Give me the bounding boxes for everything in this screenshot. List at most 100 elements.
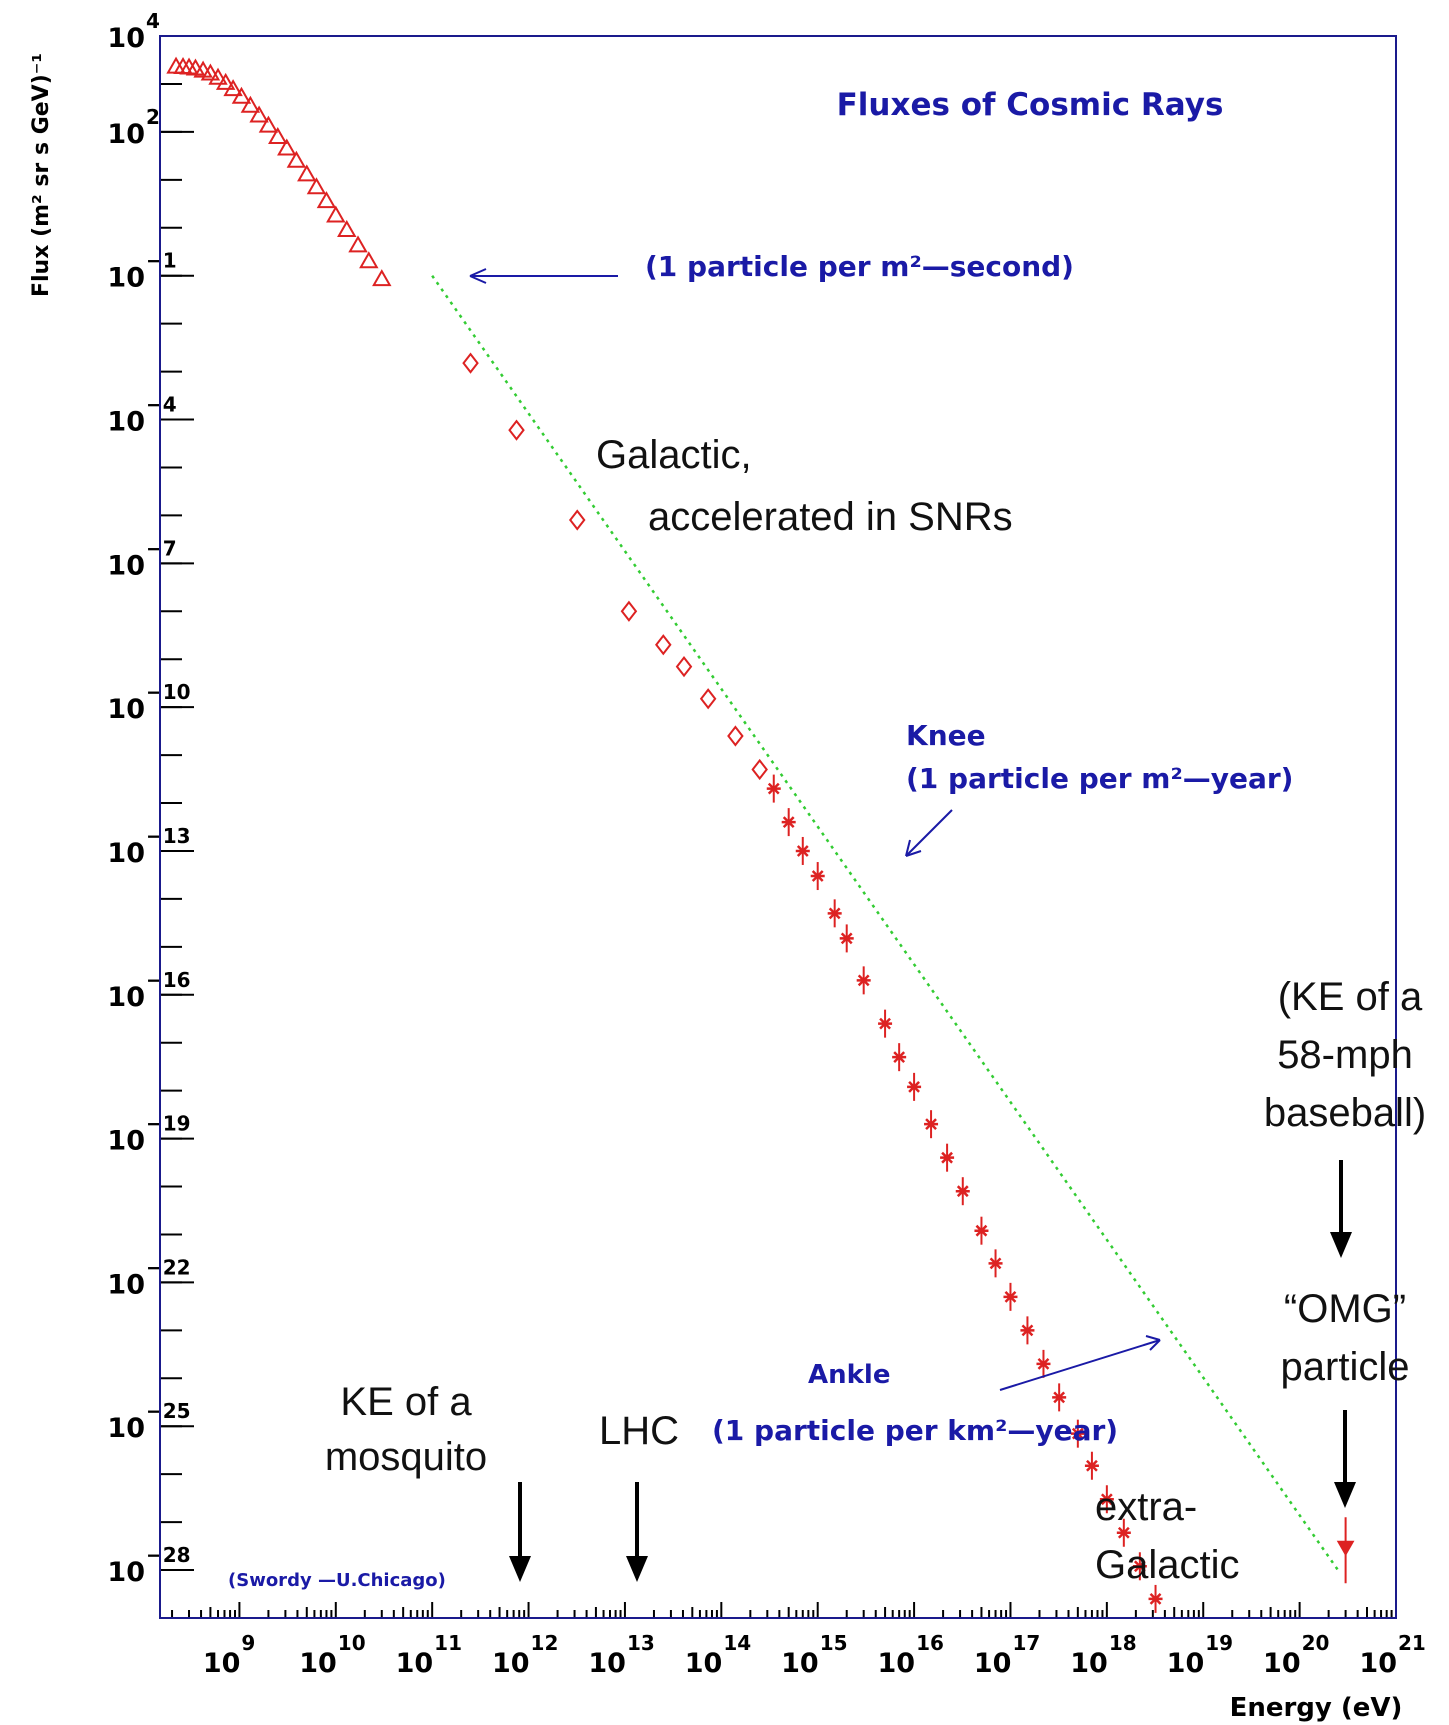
data-point-star [1036,1357,1051,1370]
data-point-triangle [326,205,346,223]
data-point-star [988,1257,1003,1270]
annotation-1-per-km2-year: (1 particle per km²—year) [712,1414,1118,1447]
y-tick-exponent: −7 [146,536,177,560]
data-point-triangle [215,72,236,90]
x-tick-exponent: 16 [916,1631,944,1655]
data-point-star [955,1185,970,1198]
arrow-down-icon [1330,1232,1352,1258]
arrow-down-icon [1334,1482,1356,1508]
y-tick-label: 10 [107,694,145,725]
x-tick-exponent: 15 [820,1631,848,1655]
annotation-58-mph: 58-mph [1277,1033,1413,1077]
y-tick-exponent: −10 [146,680,191,704]
y-tick-exponent: −4 [146,393,177,417]
data-point-triangle [316,191,337,209]
data-point-triangle [258,115,279,133]
data-point-star [1052,1391,1067,1404]
data-point-diamond [568,509,586,531]
y-tick-exponent: −16 [146,968,191,992]
data-point-star [1132,1560,1147,1573]
chart-title: Fluxes of Cosmic Rays [837,87,1224,123]
x-tick-label: 10 [878,1648,916,1679]
data-point-star [907,1080,922,1093]
annotation-particle: particle [1281,1345,1410,1389]
data-point-star [766,782,781,795]
data-point-star [827,907,842,920]
x-tick-exponent: 12 [531,1631,559,1655]
data-point-triangle [223,79,243,97]
data-point-triangle-filled [1336,1540,1355,1557]
data-point-triangle [372,269,392,287]
data-point-star [1148,1593,1163,1605]
y-tick-label: 10 [107,982,145,1013]
data-point-triangle [208,67,228,85]
annotation-galactic-2: Galactic [1095,1543,1240,1587]
annotation-ke-of-a-baseball: (KE of a [1278,975,1423,1019]
annotation-credit: (Swordy —U.Chicago) [228,1570,446,1591]
data-point-triangle [348,235,368,253]
annotation-baseball: baseball) [1264,1091,1426,1135]
arrow-head-icon [905,839,922,857]
x-axis-label: Energy (eV) [1230,1693,1403,1723]
arrow-head-icon [1145,1335,1161,1351]
data-point-star [1084,1459,1099,1472]
arrow-knee [905,809,953,857]
arrow-head-icon [469,268,487,284]
data-point-star [1070,1427,1085,1440]
x-tick-label: 10 [1167,1648,1205,1679]
x-tick-exponent: 11 [434,1631,462,1655]
data-point-star [795,845,810,857]
data-point-star [1020,1324,1035,1337]
x-tick-label: 10 [299,1648,337,1679]
data-point-diamond [508,419,525,441]
data-point-triangle [240,95,261,113]
y-tick-label: 10 [107,1126,145,1157]
data-point-diamond [655,634,672,656]
data-point-triangle [297,164,317,182]
x-tick-exponent: 9 [241,1631,255,1655]
annotation-ke-of-a: KE of a [340,1380,472,1424]
data-point-star [856,974,871,987]
y-tick-label: 10 [107,550,145,581]
x-tick-exponent: 14 [723,1631,751,1655]
data-point-star [892,1051,907,1064]
x-tick-exponent: 20 [1302,1631,1330,1655]
annotation-accelerated-in-snrs: accelerated in SNRs [648,495,1013,539]
annotation-omg: “OMG” [1284,1287,1406,1331]
data-points-layer [166,56,1355,1613]
y-tick-exponent: −25 [146,1399,191,1423]
x-tick-label: 10 [1359,1648,1397,1679]
x-tick-label: 10 [1070,1648,1108,1679]
data-point-star [940,1151,955,1164]
data-point-diamond [675,656,693,678]
x-tick-exponent: 19 [1205,1631,1233,1655]
data-point-diamond [699,688,717,710]
data-point-star [1003,1290,1018,1303]
arrow-down-icon [626,1556,648,1582]
data-point-star [781,816,796,828]
y-tick-label: 10 [107,838,145,869]
y-tick-label: 10 [107,1413,145,1444]
data-point-triangle [277,138,297,156]
x-tick-label: 10 [685,1648,723,1679]
data-point-diamond [462,352,479,374]
data-point-triangle [359,251,379,269]
y-tick-exponent: 4 [146,9,160,33]
y-tick-label: 10 [107,407,145,438]
data-point-star [1116,1526,1131,1539]
x-tick-label: 10 [588,1648,626,1679]
data-point-star [1099,1493,1114,1506]
y-tick-exponent: −19 [146,1112,191,1136]
y-axis-label: Flux (m² sr s GeV)⁻¹ [29,53,54,297]
annotation-arrows [469,268,1356,1582]
x-tick-label: 10 [1263,1648,1301,1679]
x-tick-exponent: 17 [1012,1631,1040,1655]
annotation-mosquito: mosquito [325,1435,487,1479]
data-point-triangle [286,150,307,168]
y-tick-exponent: −28 [146,1543,191,1567]
y-tick-exponent: 2 [146,105,160,129]
x-tick-label: 10 [203,1648,241,1679]
annotation-knee: Knee [906,719,986,752]
x-tick-exponent: 21 [1398,1631,1426,1655]
